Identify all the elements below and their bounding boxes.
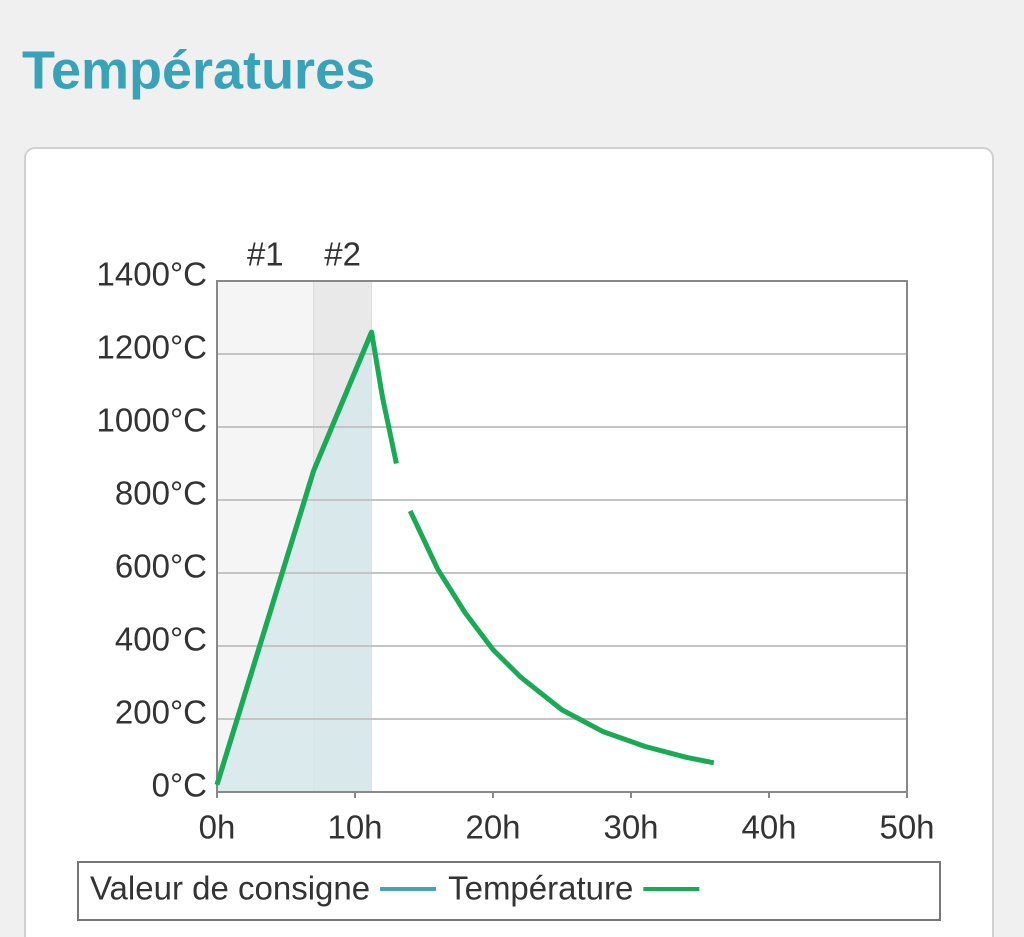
x-tick-label: 30h [603,809,658,846]
y-tick-label: 800°C [115,475,207,512]
legend-label: Valeur de consigne [90,870,370,907]
y-tick-label: 600°C [115,548,207,585]
x-tick-label: 10h [327,809,382,846]
page-title: Températures [22,40,375,100]
legend-box [77,861,941,921]
legend-label: Température [448,870,633,907]
plot-frame [216,280,908,793]
x-tick-label: 40h [741,809,796,846]
segment-label: #1 [247,236,284,273]
y-tick-label: 1200°C [97,329,207,366]
y-tick-label: 1000°C [97,402,207,439]
x-tick-label: 50h [879,809,934,846]
series-area [217,332,372,792]
segment-label: #2 [324,236,361,273]
y-tick-label: 0°C [152,767,207,804]
y-tick-label: 1400°C [97,256,207,293]
y-tick-label: 400°C [115,621,207,658]
x-tick-label: 20h [465,809,520,846]
x-tick-label: 0h [199,809,236,846]
y-tick-label: 200°C [115,694,207,731]
